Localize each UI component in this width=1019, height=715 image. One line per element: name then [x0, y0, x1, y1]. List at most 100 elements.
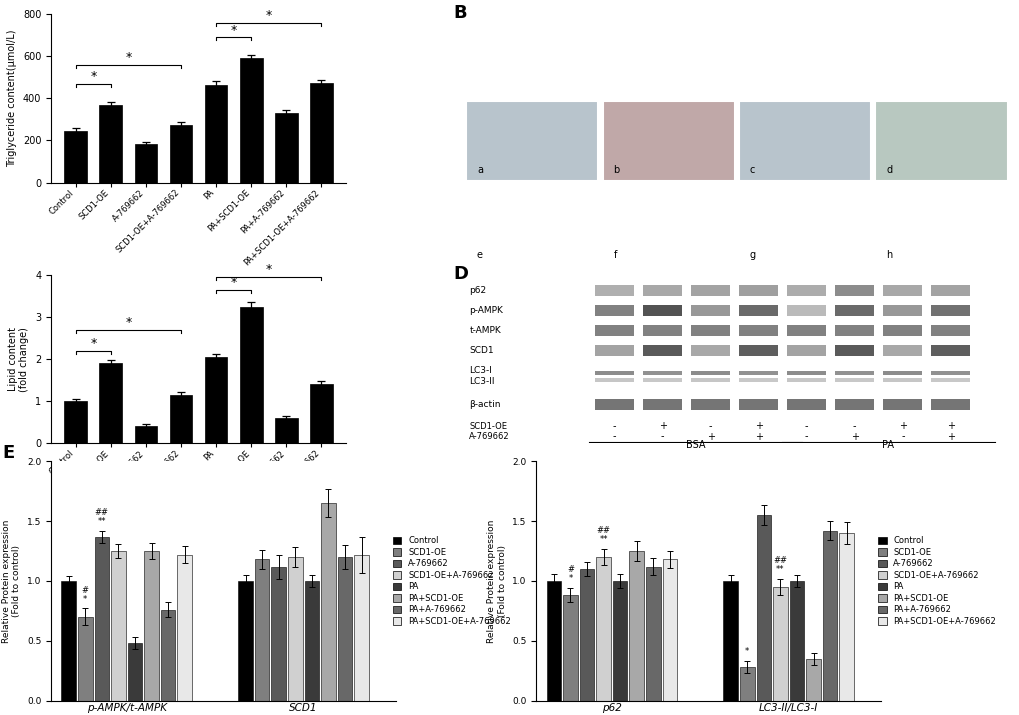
Bar: [255, 559, 269, 701]
Text: β-actin: β-actin: [469, 400, 500, 409]
Bar: [305, 581, 319, 701]
Bar: [135, 426, 157, 443]
Bar: [111, 551, 125, 701]
Text: +: +: [754, 432, 762, 442]
Text: +: +: [706, 432, 714, 442]
Bar: [310, 83, 332, 182]
Bar: [789, 581, 804, 701]
Bar: [805, 659, 820, 701]
Text: ##: ##: [772, 556, 787, 565]
Text: -: -: [660, 432, 663, 442]
Bar: [100, 104, 122, 182]
Text: -: -: [708, 421, 711, 431]
Bar: [177, 555, 192, 701]
Bar: [756, 515, 770, 701]
Bar: [690, 378, 730, 383]
Text: e: e: [477, 250, 482, 260]
Text: g: g: [749, 250, 755, 260]
Bar: [321, 503, 335, 701]
Bar: [874, 185, 1007, 265]
Bar: [77, 617, 93, 701]
Text: h: h: [886, 250, 892, 260]
Text: **: **: [775, 565, 784, 573]
Bar: [930, 305, 969, 316]
Text: *: *: [90, 70, 97, 83]
Bar: [882, 399, 921, 410]
Bar: [690, 305, 730, 316]
Text: #: #: [567, 566, 574, 574]
Bar: [822, 531, 837, 701]
Text: #: #: [82, 586, 89, 595]
Text: *: *: [84, 595, 88, 603]
Bar: [739, 185, 870, 265]
Bar: [739, 325, 777, 336]
Bar: [787, 325, 825, 336]
Text: A-769662: A-769662: [469, 432, 510, 441]
Bar: [596, 557, 610, 701]
Bar: [642, 399, 682, 410]
Text: b: b: [612, 165, 620, 175]
Bar: [274, 418, 298, 443]
Bar: [690, 370, 730, 375]
Text: *: *: [230, 276, 236, 289]
Text: B: B: [452, 4, 466, 22]
Text: +: +: [946, 432, 954, 442]
Bar: [562, 596, 577, 701]
Text: t-AMPK: t-AMPK: [469, 326, 500, 335]
Text: D: D: [452, 265, 468, 283]
Bar: [594, 305, 634, 316]
Text: *: *: [125, 316, 131, 329]
Bar: [835, 285, 873, 296]
Text: -: -: [612, 421, 615, 431]
Bar: [835, 370, 873, 375]
Bar: [787, 378, 825, 383]
Y-axis label: Relative Protein expression
(Fold to control): Relative Protein expression (Fold to con…: [487, 519, 506, 643]
Bar: [787, 370, 825, 375]
Bar: [239, 307, 262, 443]
Bar: [95, 537, 109, 701]
Bar: [594, 325, 634, 336]
Text: *: *: [265, 263, 271, 276]
Bar: [64, 401, 87, 443]
Bar: [882, 378, 921, 383]
Bar: [594, 378, 634, 383]
Text: +: +: [850, 432, 858, 442]
Bar: [835, 325, 873, 336]
Bar: [287, 557, 303, 701]
Bar: [835, 305, 873, 316]
Bar: [787, 345, 825, 356]
Text: c: c: [749, 165, 754, 175]
Text: *: *: [265, 9, 271, 21]
Legend: Control, SCD1-OE, A-769662, SCD1-OE+A-769662, PA, PA+SCD1-OE, PA+A-769662, PA+SC: Control, SCD1-OE, A-769662, SCD1-OE+A-76…: [389, 533, 514, 629]
Bar: [930, 345, 969, 356]
Bar: [739, 345, 777, 356]
Bar: [61, 581, 75, 701]
Bar: [594, 370, 634, 375]
Bar: [882, 285, 921, 296]
Bar: [642, 345, 682, 356]
Bar: [602, 101, 734, 180]
Text: *: *: [125, 51, 131, 64]
Bar: [882, 305, 921, 316]
Text: p-AMPK: p-AMPK: [469, 306, 502, 315]
Bar: [835, 399, 873, 410]
Y-axis label: Triglyceride content(μmol/L): Triglyceride content(μmol/L): [7, 29, 17, 167]
Bar: [169, 395, 193, 443]
Bar: [466, 101, 597, 180]
Bar: [310, 385, 332, 443]
Bar: [739, 305, 777, 316]
Bar: [642, 325, 682, 336]
Text: *: *: [568, 574, 572, 583]
Y-axis label: Relative Protein expression
(Fold to control): Relative Protein expression (Fold to con…: [2, 519, 21, 643]
Text: -: -: [900, 432, 904, 442]
Text: -: -: [852, 421, 856, 431]
Text: SCD1: SCD1: [469, 346, 493, 355]
Text: -: -: [804, 421, 808, 431]
Bar: [645, 566, 660, 701]
Text: d: d: [886, 165, 892, 175]
Bar: [274, 113, 298, 182]
Bar: [874, 101, 1007, 180]
Bar: [594, 399, 634, 410]
Bar: [127, 644, 143, 701]
Bar: [739, 399, 777, 410]
